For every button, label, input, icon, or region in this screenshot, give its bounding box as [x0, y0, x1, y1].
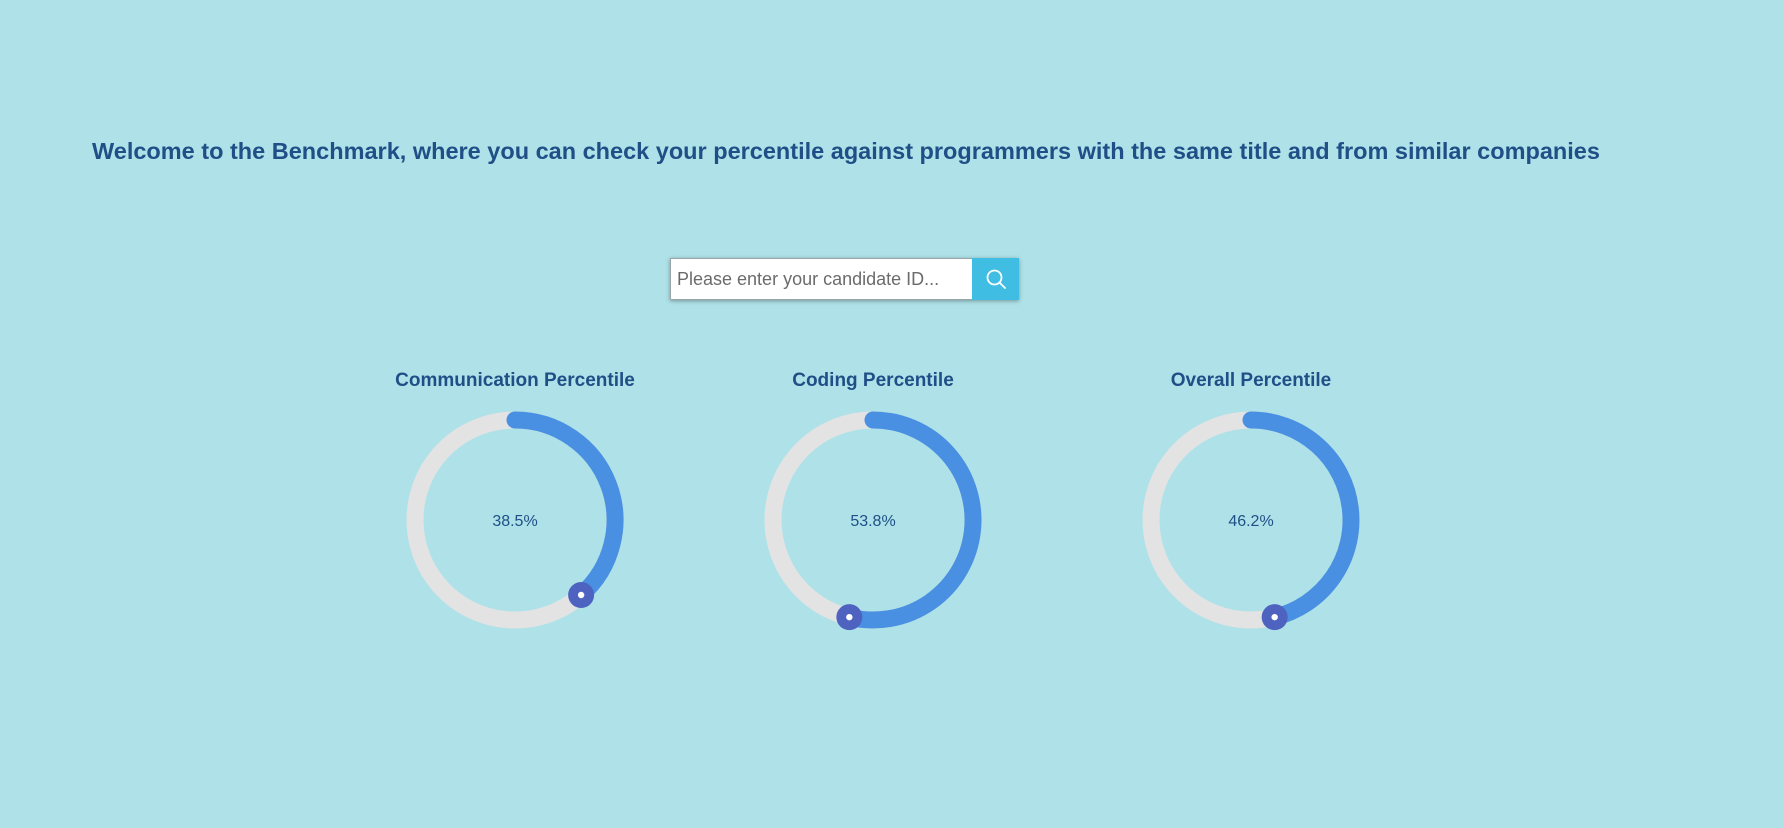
gauge-progress-arc — [1242, 411, 1360, 626]
gauge-handle-dot — [1271, 613, 1278, 621]
gauge-value: 46.2% — [1228, 513, 1273, 530]
search-button[interactable] — [972, 258, 1019, 300]
gauge-dial: 38.5% — [406, 411, 624, 629]
gauge-title: Communication Percentile — [395, 370, 635, 391]
gauge-handle-dot — [846, 613, 853, 621]
gauge-overall: Overall Percentile 46.2% — [1121, 370, 1381, 631]
gauge-value: 38.5% — [492, 513, 537, 530]
search-icon — [986, 269, 1006, 289]
candidate-id-input[interactable] — [670, 258, 972, 300]
page-title: Welcome to the Benchmark, where you can … — [92, 138, 1600, 164]
gauge-title: Coding Percentile — [792, 370, 954, 391]
gauge-title: Overall Percentile — [1170, 370, 1332, 391]
gauge-dial: 46.2% — [1142, 411, 1360, 631]
gauge-value: 53.8% — [850, 513, 895, 530]
gauge-handle-dot — [577, 591, 585, 599]
gauge-progress-arc — [506, 411, 624, 604]
candidate-search — [670, 258, 1019, 300]
gauge-communication: Communication Percentile 38.5% — [385, 370, 645, 630]
gauge-dial: 53.8% — [764, 411, 982, 631]
gauge-progress-arc — [840, 411, 982, 629]
gauge-coding: Coding Percentile 53.8% — [743, 370, 1003, 631]
